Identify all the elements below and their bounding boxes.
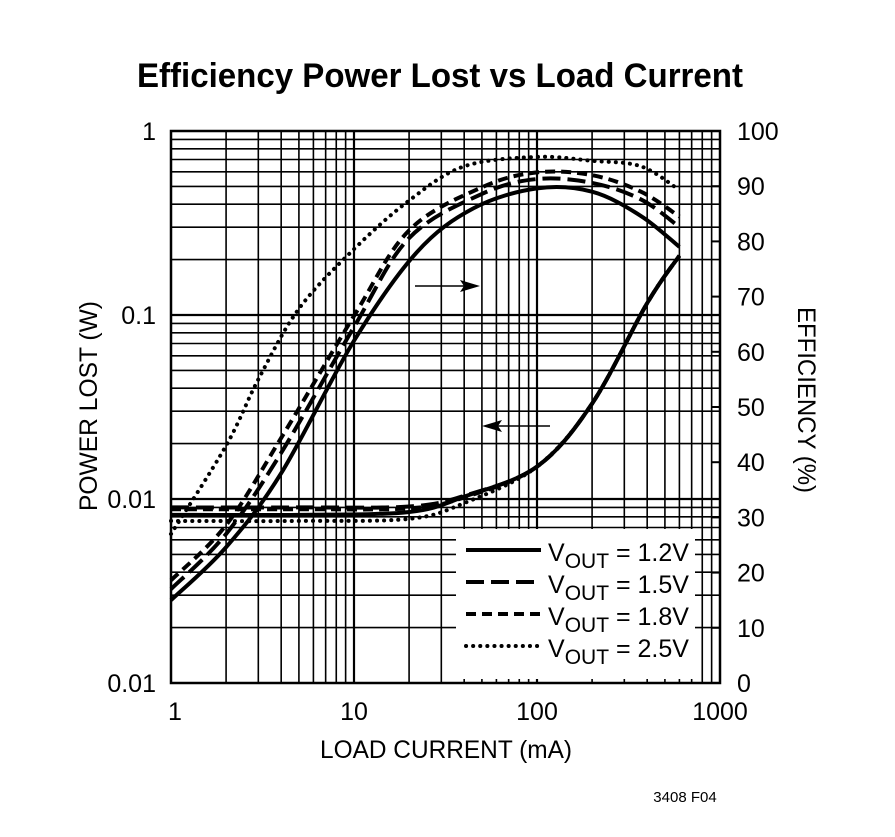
curves: [169, 154, 682, 602]
legend-label-v: V: [548, 603, 565, 631]
y-right-tick-label: 90: [737, 173, 765, 201]
y-right-tick-label: 80: [737, 228, 765, 256]
y-right-tick-label: 100: [737, 118, 779, 146]
legend-label: VOUT = 1.8V: [548, 603, 689, 637]
legend-label-v: V: [548, 571, 565, 599]
legend-label: VOUT = 2.5V: [548, 635, 689, 669]
x-tick-label: 10: [340, 698, 368, 726]
legend-label-value: = 2.5V: [609, 635, 689, 663]
y-right-tick-label: 60: [737, 339, 765, 367]
legend-label-value: = 1.8V: [609, 603, 689, 631]
efficiency-curve-2.5v: [169, 154, 682, 536]
y-right-tick-label: 20: [737, 560, 765, 588]
efficiency-curve-1.8v: [169, 169, 681, 582]
arrow-left-head-icon: [482, 420, 502, 432]
y-left-tick-label: 0.01: [107, 670, 156, 698]
x-tick-label: 1000: [692, 698, 748, 726]
y-right-tick-label: 40: [737, 449, 765, 477]
figure-footnote: 3408 F04: [653, 789, 716, 806]
y-right-tick-label: 50: [737, 394, 765, 422]
power-lost-curve-1.5v: [170, 254, 682, 510]
y-axis-left-label: POWER LOST (W): [75, 301, 103, 511]
power-lost-curve-2.5v: [169, 253, 682, 524]
efficiency-curve-1.5v: [169, 176, 681, 591]
legend-label-value: = 1.5V: [609, 571, 689, 599]
legend-label-sub: OUT: [565, 614, 610, 637]
arrow-right-head-icon: [460, 280, 480, 292]
y-right-tick-label: 10: [737, 615, 765, 643]
y-right-tick-label: 30: [737, 504, 765, 532]
y-left-tick-label: 0.01: [107, 486, 156, 514]
arrows: [415, 280, 550, 432]
x-axis-label: LOAD CURRENT (mA): [320, 736, 572, 764]
y-right-tick-label: 0: [737, 670, 751, 698]
chart-title: Efficiency Power Lost vs Load Current: [137, 57, 743, 95]
power-lost-curve-1.8v: [170, 254, 682, 512]
x-tick-label: 1: [168, 698, 182, 726]
legend-box: [456, 529, 695, 679]
legend-label-v: V: [548, 539, 565, 567]
legend-label: VOUT = 1.2V: [548, 539, 689, 573]
y-left-tick-label: 0.1: [121, 302, 156, 330]
legend-label: VOUT = 1.5V: [548, 571, 689, 605]
legend-label-sub: OUT: [565, 550, 610, 573]
y-left-tick-label: 1: [142, 118, 156, 146]
x-tick-label: 100: [516, 698, 558, 726]
y-right-tick-label: 70: [737, 284, 765, 312]
legend-label-value: = 1.2V: [609, 539, 689, 567]
legend-label-sub: OUT: [565, 646, 610, 669]
legend-label-v: V: [548, 635, 565, 663]
y-axis-right-label: EFFICIENCY (%): [792, 307, 820, 493]
legend-label-sub: OUT: [565, 582, 610, 605]
plot-frame: [169, 129, 722, 685]
